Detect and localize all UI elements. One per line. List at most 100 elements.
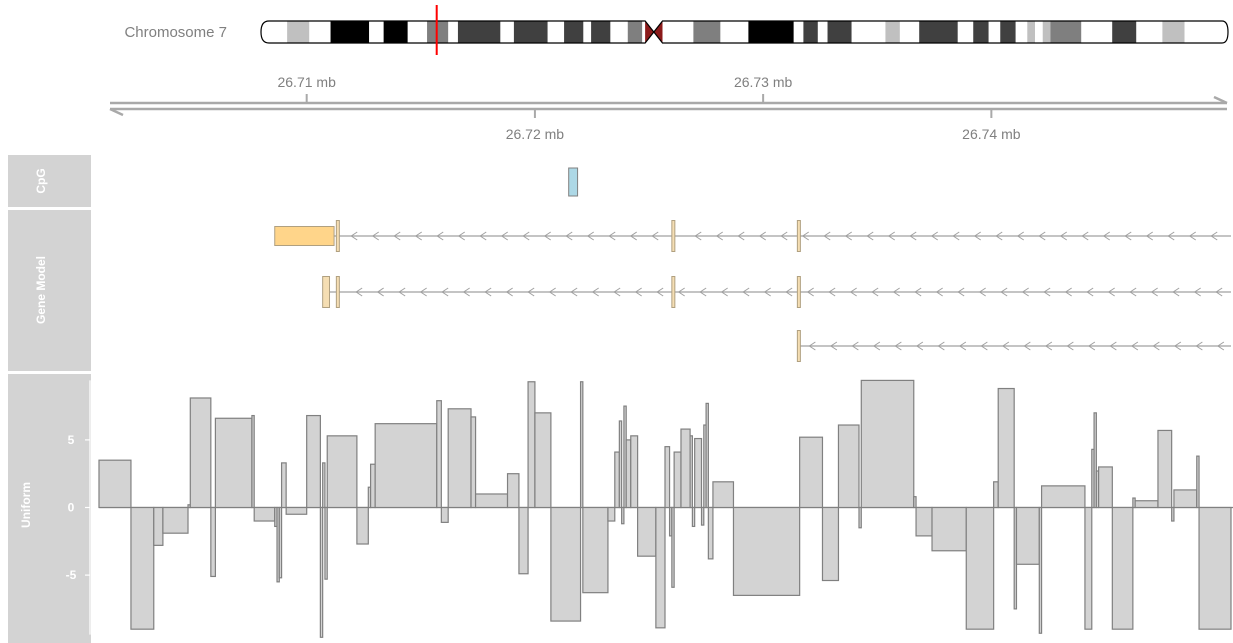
strand-chevron — [1124, 231, 1132, 241]
ideogram-border — [260, 20, 1229, 44]
exon — [796, 330, 801, 362]
data-bar — [664, 446, 671, 509]
axis-tick-label-bottom: 26.74 mb — [962, 126, 1021, 142]
ideogram-band — [547, 21, 565, 43]
exon — [671, 276, 676, 308]
ideogram-band — [720, 21, 749, 43]
ideogram-band — [369, 21, 384, 43]
ideogram-band — [330, 21, 370, 43]
ideogram-band — [1184, 21, 1228, 43]
ideogram-band — [583, 21, 592, 43]
strand-chevron — [935, 287, 943, 297]
data-bar — [1098, 466, 1113, 509]
strand-chevron — [570, 287, 578, 297]
strand-chevron — [1000, 287, 1008, 297]
exon — [322, 276, 331, 308]
genome-axis: 26.71 mb 26.73 mb 26.72 mb 26.74 mb — [109, 74, 1228, 142]
data-bar — [691, 506, 696, 528]
ideogram-band — [1136, 21, 1163, 43]
data-bar — [1111, 506, 1134, 630]
strand-chevron — [1216, 341, 1225, 351]
strand-chevron — [629, 231, 638, 241]
ideogram-bands — [263, 21, 1228, 43]
data-bar — [707, 506, 714, 560]
strand-chevron — [1087, 341, 1096, 351]
strand-chevron — [980, 341, 988, 351]
strand-chevron — [548, 287, 556, 297]
data-bar — [518, 506, 529, 575]
data-bar — [447, 408, 472, 509]
strand-chevron — [1059, 231, 1068, 241]
ideogram-band — [383, 21, 408, 43]
data-bar — [1173, 489, 1198, 509]
strand-chevron — [1195, 341, 1203, 351]
strand-chevron — [1188, 231, 1197, 241]
strand-chevron — [350, 231, 358, 241]
strand-chevron — [758, 231, 767, 241]
strand-chevron — [634, 287, 642, 297]
ideogram-band — [662, 21, 694, 43]
strand-chevron — [742, 287, 750, 297]
strand-chevron — [462, 287, 470, 297]
ideogram-band — [263, 21, 288, 43]
data-bar — [732, 506, 801, 596]
strand-chevron — [393, 231, 401, 241]
strand-chevron — [543, 231, 552, 241]
data-bar — [618, 420, 623, 509]
y-axis-tick-label: 5 — [68, 433, 75, 447]
data-bar — [253, 506, 276, 522]
strand-chevron — [522, 231, 530, 241]
ideogram-band — [610, 21, 628, 43]
ideogram-band — [627, 21, 643, 43]
ideogram-band — [1042, 21, 1051, 43]
strand-chevron — [871, 287, 879, 297]
ideogram-band — [500, 21, 514, 43]
strand-chevron — [1109, 341, 1117, 351]
data-bar — [374, 423, 438, 509]
data-bar — [997, 387, 1015, 509]
data-bar — [319, 506, 324, 638]
data-bar — [369, 463, 376, 509]
data-bar — [214, 417, 253, 509]
strand-chevron — [484, 287, 492, 297]
axis-arrow-left — [109, 107, 124, 117]
ideogram-band — [693, 21, 721, 43]
data-track-panel — [8, 374, 91, 643]
strand-chevron — [500, 231, 509, 241]
strand-chevron — [995, 231, 1003, 241]
data-bar — [506, 473, 520, 509]
data-bar — [579, 381, 584, 509]
ideogram-band — [899, 21, 920, 43]
strand-chevron — [1038, 231, 1046, 241]
strand-chevron — [457, 231, 466, 241]
exon — [335, 276, 340, 308]
centromere-left — [645, 21, 654, 43]
data-bar — [356, 506, 369, 545]
exon — [796, 220, 801, 252]
strand-chevron — [823, 231, 831, 241]
data-bar — [1084, 506, 1093, 630]
cpg-track-title: CpG — [34, 168, 48, 193]
strand-chevron — [720, 287, 728, 297]
strand-chevron — [1167, 231, 1175, 241]
strand-chevron — [608, 231, 616, 241]
strand-chevron — [808, 341, 816, 351]
data-bar — [637, 506, 657, 557]
strand-chevron — [1172, 287, 1180, 297]
strand-chevron — [763, 287, 771, 297]
strand-chevron — [958, 341, 967, 351]
data-bar — [306, 414, 321, 509]
ideogram-band — [1027, 21, 1035, 43]
data-bar — [799, 436, 824, 509]
strand-chevron — [978, 287, 986, 297]
data-bar — [1198, 506, 1232, 630]
ideogram-band — [748, 21, 794, 43]
ideogram-band — [1081, 21, 1113, 43]
exon — [671, 220, 676, 252]
strand-chevron — [591, 287, 599, 297]
data-bar — [694, 437, 703, 509]
strand-chevron — [915, 341, 924, 351]
ideogram-band — [1015, 21, 1028, 43]
strand-chevron — [828, 287, 836, 297]
